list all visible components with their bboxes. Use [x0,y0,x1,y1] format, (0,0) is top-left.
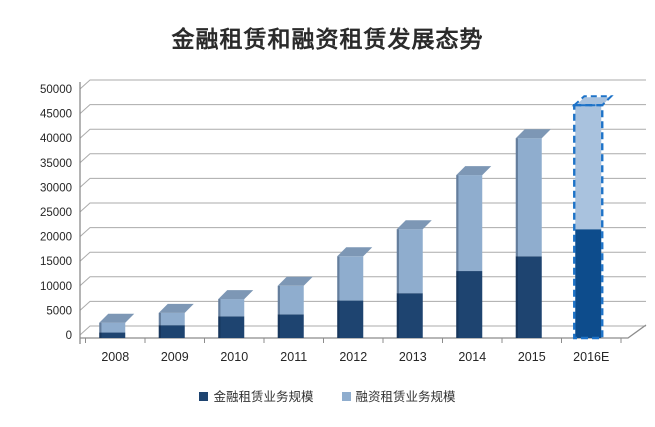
x-axis-tick-label: 2008 [101,350,129,364]
bar-top-face [456,166,492,176]
y-axis-tick-label: 40000 [40,133,72,145]
bar-segment-financial-leasing [277,314,304,338]
bar-top-face [99,313,135,323]
bar-side-shade [456,175,459,338]
bar-segment-finance-leasing [218,299,245,317]
bar-segment-finance-leasing [515,138,542,257]
x-axis-tick-label: 2013 [399,350,427,364]
bar-segment-finance-leasing [158,312,185,326]
bar-side-shade [396,229,399,338]
y-axis-tick-label: 25000 [40,207,72,219]
x-axis-tick-label: 2014 [458,350,486,364]
y-axis-tick-label: 50000 [40,84,72,96]
x-axis-tick-label: 2016E [573,350,609,364]
gridline [79,177,646,188]
bar-top-face [337,247,373,257]
y-axis-tick-label: 35000 [40,158,72,170]
legend-swatch-light-icon [341,392,351,401]
x-axis-tick-label: 2010 [220,350,248,364]
legend-label: 融资租赁业务规模 [355,390,456,404]
bar-top-face [575,97,611,107]
bar-segment-financial-leasing [515,256,542,338]
gridline [79,104,646,114]
y-axis-tick-label: 10000 [40,281,72,293]
bar-segment-financial-leasing [158,325,185,338]
gridline [79,128,646,139]
bar-side-shade [277,285,280,338]
x-axis-tick-label: 2015 [518,350,546,364]
bar-segment-financial-leasing [575,229,602,338]
bar-side-shade [515,138,518,338]
x-axis-line [80,324,647,339]
gridline [79,202,646,213]
x-axis-tick-label: 2012 [339,350,367,364]
bar-top-face [277,276,313,286]
bar-segment-finance-leasing [575,106,602,230]
y-axis-tick-label: 15000 [40,256,72,268]
y-axis-tick-label: 30000 [40,182,72,194]
gridline [79,79,646,90]
bar-side-shade [337,256,340,338]
x-axis-tick-label: 2011 [280,350,307,364]
y-axis-tick-label: 0 [66,330,72,342]
bar-segment-financial-leasing [396,293,423,338]
bar-side-shade [218,299,221,338]
bar-side-shade [158,312,161,338]
legend-item-financial-leasing: 金融租赁业务规模 [199,390,314,404]
gridline [79,227,646,237]
chart-title: 金融租赁和融资租赁发展态势 [171,26,484,52]
bar-top-face [396,220,432,230]
bar-segment-financial-leasing [99,332,126,338]
bar-segment-finance-leasing [396,229,423,294]
bar-segment-finance-leasing [456,175,483,272]
y-axis-tick-label: 20000 [40,232,72,244]
bar-segment-financial-leasing [218,316,245,338]
x-axis-tick-label: 2009 [161,350,189,364]
bar-top-face [158,303,194,313]
bar-top-face [515,129,551,139]
legend-item-finance-leasing: 融资租赁业务规模 [341,390,456,404]
bar-segment-financial-leasing [337,300,364,338]
legend: 金融租赁业务规模 融资租赁业务规模 [0,390,655,404]
bar-segment-finance-leasing [337,256,364,301]
forecast-dashed-outline [573,104,604,340]
legend-swatch-dark-icon [199,392,209,401]
bar-side-shade [99,322,102,338]
bar-segment-financial-leasing [456,271,483,338]
y-axis-tick-label: 45000 [40,109,72,121]
legend-label: 金融租赁业务规模 [213,390,314,404]
bar-top-face [218,290,254,300]
y-axis-tick-label: 5000 [46,305,72,317]
bar-segment-finance-leasing [99,322,126,333]
bar-segment-finance-leasing [277,285,304,315]
forecast-dashed-cap [571,95,614,107]
gridline [79,153,646,164]
